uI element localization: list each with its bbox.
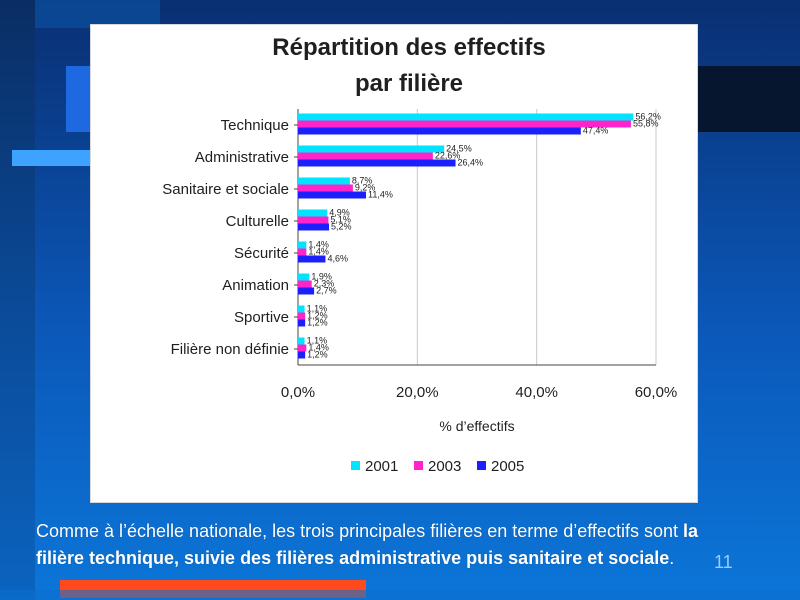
data-label: 1,2% [307, 311, 328, 321]
bar [298, 159, 456, 167]
data-label: 24,5% [446, 144, 472, 154]
bar [298, 177, 350, 185]
data-label: 1,4% [308, 240, 329, 250]
data-label: 56,2% [635, 112, 661, 122]
bar [298, 113, 634, 121]
bar [298, 319, 306, 327]
category-label: Animation [222, 277, 289, 294]
bar [298, 255, 326, 263]
bar [298, 127, 581, 135]
bar [298, 248, 307, 256]
category-label: Culturelle [226, 213, 289, 230]
bar [298, 191, 367, 199]
data-label: 47,4% [583, 126, 609, 136]
x-tick-label: 0,0% [281, 384, 315, 401]
legend: 2001 2003 2005 [351, 458, 524, 475]
chart-labels: Technique 56,2%55,8% 47,4% Administrative 24… [162, 112, 661, 360]
bar [298, 241, 307, 249]
chart-title-line-1: Répartition des effectifs [272, 34, 545, 61]
bar [298, 152, 433, 160]
background-stripe [35, 0, 160, 28]
bar [298, 120, 631, 128]
bar [298, 223, 330, 231]
bar [298, 305, 305, 313]
legend-label-2001: 2001 [365, 458, 398, 475]
x-axis-title: % d’effectifs [439, 418, 514, 434]
data-label: 1,2% [307, 318, 328, 328]
category-label: Filière non définie [171, 341, 289, 358]
background-light-bar [12, 150, 92, 166]
category-label: Technique [221, 117, 289, 134]
data-label: 2,7% [316, 286, 337, 296]
data-label: 4,6% [327, 254, 348, 264]
category-label: Sportive [234, 309, 289, 326]
chart-panel: Répartition des effectifs par filière Te… [90, 24, 698, 503]
legend-swatch-2003 [414, 461, 423, 470]
data-label: 55,8% [633, 119, 659, 129]
data-label: 26,4% [458, 158, 484, 168]
data-label: 5,1% [330, 215, 351, 225]
x-tick-label: 40,0% [515, 384, 558, 401]
legend-label-2005: 2005 [491, 458, 524, 475]
background-dark-band [696, 66, 800, 132]
data-label: 1,4% [308, 247, 329, 257]
data-label: 4,9% [329, 208, 350, 218]
slide-number: 11 [714, 552, 733, 572]
data-label: 1,4% [308, 343, 329, 353]
chart-ticks: 0,0% 20,0% 40,0% 60,0% [281, 384, 677, 401]
bar [298, 145, 445, 153]
data-label: 22,6% [435, 151, 461, 161]
bar [298, 337, 305, 345]
category-label: Sanitaire et sociale [162, 181, 289, 198]
legend-label-2003: 2003 [428, 458, 461, 475]
x-tick-label: 20,0% [396, 384, 439, 401]
bar [298, 273, 310, 281]
data-label: 11,4% [368, 190, 393, 200]
bar [298, 216, 329, 224]
data-label: 1,1% [307, 304, 328, 314]
bar [298, 280, 312, 288]
caption-text: Comme à l’échelle nationale, les trois p… [36, 521, 683, 541]
chart-title-line-2: par filière [355, 70, 463, 97]
legend-swatch-2005 [477, 461, 486, 470]
chart-svg: Répartition des effectifs par filière Te… [162, 34, 677, 475]
slide-caption: Comme à l’échelle nationale, les trois p… [36, 518, 736, 572]
bar [298, 312, 306, 320]
data-label: 8,7% [352, 176, 373, 186]
caption-bold-text: la filière technique, suivie des filière… [36, 521, 698, 568]
data-label: 1,2% [307, 350, 328, 360]
bar [298, 344, 307, 352]
data-label: 1,9% [311, 272, 332, 282]
chart-bars [298, 113, 634, 359]
bar [298, 351, 306, 359]
bar [298, 287, 315, 295]
bar [298, 184, 353, 192]
bar [298, 209, 328, 217]
background-column [0, 0, 35, 600]
legend-swatch-2001 [351, 461, 360, 470]
data-label: 2,3% [314, 279, 335, 289]
background-bottom-band [0, 590, 800, 600]
data-label: 1,1% [307, 336, 328, 346]
caption-end-text: . [669, 548, 675, 568]
category-label: Administrative [195, 149, 289, 166]
x-tick-label: 60,0% [635, 384, 678, 401]
data-label: 9,2% [355, 183, 376, 193]
category-label: Sécurité [234, 245, 289, 262]
data-label: 5,2% [331, 222, 352, 232]
